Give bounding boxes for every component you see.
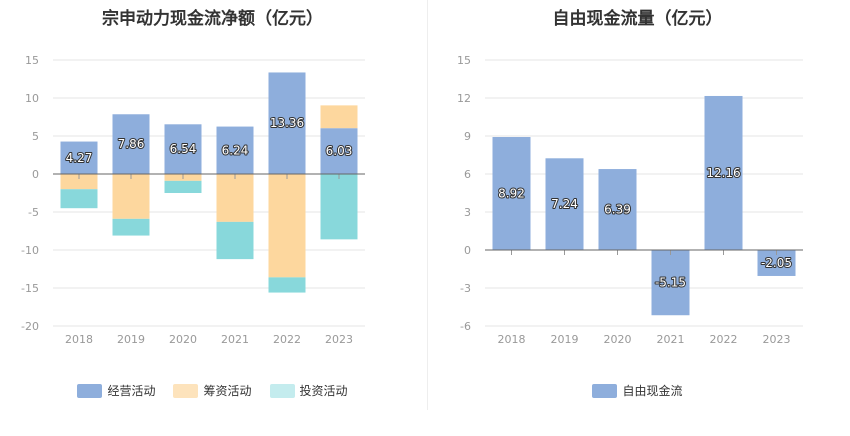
x-tick-label: 2019 bbox=[117, 333, 145, 346]
x-tick-label: 2021 bbox=[657, 333, 685, 346]
data-label: 6.03 bbox=[326, 144, 353, 158]
data-label: 6.24 bbox=[222, 143, 249, 157]
data-label: 7.86 bbox=[118, 137, 145, 151]
y-tick-label: 15 bbox=[457, 54, 471, 67]
legend-label: 经营活动 bbox=[107, 384, 156, 398]
cash-flow-net-plot: 15 10 5 0 -5 -10 -15 -20 2018 4.27 2019 7.86 2020 6.5… bbox=[21, 54, 365, 346]
legend-swatch bbox=[173, 383, 199, 398]
y-tick-label: -15 bbox=[21, 282, 39, 295]
legend-item-free-cash-flow[interactable]: 自由现金流 bbox=[592, 382, 683, 399]
data-label: 4.27 bbox=[66, 151, 93, 165]
chart-title: 宗申动力现金流净额（亿元） bbox=[102, 9, 323, 29]
y-tick-label: -6 bbox=[460, 320, 471, 333]
legend-label: 自由现金流 bbox=[622, 384, 683, 398]
bar bbox=[112, 218, 150, 236]
y-tick-label: 0 bbox=[32, 168, 39, 181]
bar bbox=[216, 126, 254, 174]
bar bbox=[112, 114, 150, 174]
bar bbox=[545, 158, 584, 250]
y-tick-label: -5 bbox=[28, 206, 39, 219]
legend: 自由现金流 bbox=[425, 382, 850, 399]
x-tick-label: 2020 bbox=[169, 333, 197, 346]
x-tick-label: 2018 bbox=[65, 333, 93, 346]
bar bbox=[268, 72, 306, 174]
x-tick-label: 2021 bbox=[221, 333, 249, 346]
y-tick-label: 9 bbox=[464, 130, 471, 143]
bar bbox=[598, 169, 637, 250]
bar bbox=[651, 250, 690, 316]
y-tick-label: -3 bbox=[460, 282, 471, 295]
data-label: 7.24 bbox=[551, 197, 578, 211]
bar bbox=[164, 124, 202, 174]
y-tick-label: -10 bbox=[21, 244, 39, 257]
y-tick-label: 15 bbox=[25, 54, 39, 67]
free-cash-flow-chart: 自由现金流量（亿元） 15 12 9 6 3 0 -3 -6 2018 8.92 2019 7.24 2… bbox=[425, 0, 850, 436]
bar bbox=[60, 174, 98, 190]
cash-flow-net-chart: 宗申动力现金流净额（亿元） 15 10 5 0 -5 -10 -15 -20 2018 4.27 2… bbox=[0, 9, 425, 399]
bar bbox=[268, 174, 306, 278]
data-label: -5.15 bbox=[655, 276, 686, 290]
free-cash-flow-plot: 15 12 9 6 3 0 -3 -6 2018 8.92 2019 7.24 2020 6.39 2021… bbox=[457, 54, 803, 346]
bar bbox=[60, 189, 98, 209]
legend-label: 筹资活动 bbox=[203, 384, 252, 398]
bar bbox=[112, 174, 150, 219]
y-tick-label: 3 bbox=[464, 206, 471, 219]
y-tick-label: 6 bbox=[464, 168, 471, 181]
legend-swatch bbox=[269, 383, 295, 398]
x-tick-label: 2020 bbox=[604, 333, 632, 346]
bar bbox=[60, 141, 98, 174]
bar bbox=[216, 174, 254, 222]
data-label: 6.54 bbox=[170, 142, 197, 156]
x-tick-label: 2022 bbox=[273, 333, 301, 346]
y-tick-label: 12 bbox=[457, 92, 471, 105]
legend: 经营活动 筹资活动 投资活动 bbox=[0, 382, 425, 399]
data-label: 12.16 bbox=[706, 166, 740, 180]
bar bbox=[320, 174, 358, 240]
bar bbox=[320, 105, 358, 129]
legend-label: 投资活动 bbox=[299, 384, 348, 398]
bar bbox=[492, 137, 531, 250]
x-tick-label: 2018 bbox=[498, 333, 526, 346]
x-tick-label: 2019 bbox=[551, 333, 579, 346]
y-tick-label: 5 bbox=[32, 130, 39, 143]
bar bbox=[164, 180, 202, 193]
x-tick-label: 2023 bbox=[763, 333, 791, 346]
chart-title: 自由现金流量（亿元） bbox=[552, 9, 723, 29]
y-tick-label: -20 bbox=[21, 320, 39, 333]
bar bbox=[704, 95, 743, 251]
data-label: 6.39 bbox=[604, 203, 631, 217]
legend-swatch bbox=[77, 383, 103, 398]
legend-item-operating[interactable]: 经营活动 bbox=[77, 382, 155, 399]
x-tick-label: 2022 bbox=[710, 333, 738, 346]
y-tick-label: 0 bbox=[464, 244, 471, 257]
legend-item-investing[interactable]: 投资活动 bbox=[269, 382, 348, 399]
bar bbox=[268, 277, 306, 293]
x-tick-label: 2023 bbox=[325, 333, 353, 346]
legend-item-financing[interactable]: 筹资活动 bbox=[173, 382, 252, 399]
data-label: -2.05 bbox=[761, 256, 792, 270]
bar bbox=[320, 128, 358, 174]
y-tick-label: 10 bbox=[25, 92, 39, 105]
data-label: 8.92 bbox=[498, 187, 525, 201]
data-label: 13.36 bbox=[270, 116, 304, 130]
panel-divider bbox=[427, 0, 428, 410]
bar bbox=[216, 221, 254, 260]
legend-swatch bbox=[592, 383, 618, 398]
